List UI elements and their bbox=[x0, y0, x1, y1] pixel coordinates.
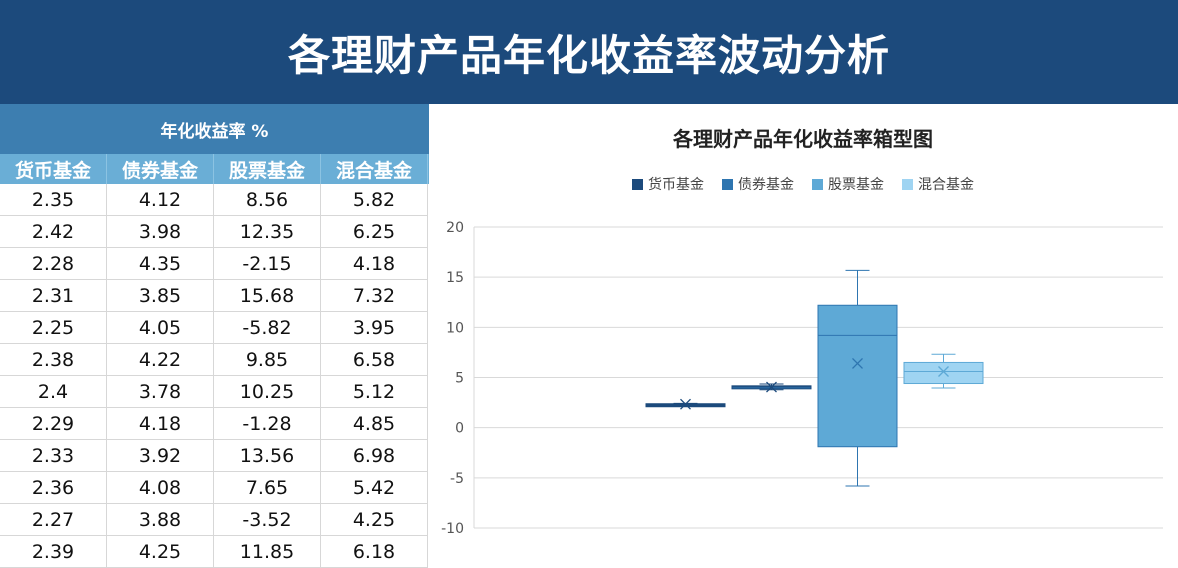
table-cell: -1.28 bbox=[214, 408, 321, 440]
data-table: 年化收益率 % 货币基金 债券基金 股票基金 混合基金 2.35 4.12 8.56… bbox=[0, 104, 429, 568]
y-tick-label: -5 bbox=[450, 471, 464, 487]
table-cell: 12.35 bbox=[214, 216, 321, 248]
column-header: 股票基金 bbox=[214, 154, 321, 184]
table-cell: 6.58 bbox=[321, 344, 428, 376]
legend-label: 股票基金 bbox=[828, 176, 884, 193]
column-header: 债券基金 bbox=[107, 154, 214, 184]
y-tick-label: -10 bbox=[441, 521, 464, 537]
legend-label: 混合基金 bbox=[918, 176, 974, 193]
table-cell: 3.95 bbox=[321, 312, 428, 344]
chart-panel: 各理财产品年化收益率箱型图货币基金 债券基金 股票基金 混合基金 -10 -5 0 5 10 15… bbox=[429, 104, 1178, 568]
table-cell: 2.4 bbox=[0, 376, 107, 408]
legend-swatch bbox=[902, 179, 913, 190]
table-row: 2.36 4.08 7.65 5.42 bbox=[0, 472, 429, 504]
table-header-row: 货币基金 债券基金 股票基金 混合基金 bbox=[0, 154, 429, 184]
table-row: 2.4 3.78 10.25 5.12 bbox=[0, 376, 429, 408]
table-cell: -5.82 bbox=[214, 312, 321, 344]
table-cell: 10.25 bbox=[214, 376, 321, 408]
mean-marker bbox=[680, 398, 691, 410]
table-cell: 6.18 bbox=[321, 536, 428, 568]
table-cell: 3.85 bbox=[107, 280, 214, 312]
table-cell: 4.08 bbox=[107, 472, 214, 504]
table-cell: 4.35 bbox=[107, 248, 214, 280]
table-cell: 3.88 bbox=[107, 504, 214, 536]
legend-swatch bbox=[632, 179, 643, 190]
table-cell: 2.35 bbox=[0, 184, 107, 216]
table-cell: 4.18 bbox=[107, 408, 214, 440]
table-cell: 2.31 bbox=[0, 280, 107, 312]
table-unit-header: 年化收益率 % bbox=[0, 104, 429, 154]
table-cell: 4.05 bbox=[107, 312, 214, 344]
table-cell: 2.42 bbox=[0, 216, 107, 248]
table-row: 2.39 4.25 11.85 6.18 bbox=[0, 536, 429, 568]
mean-marker bbox=[852, 357, 863, 369]
table-cell: 9.85 bbox=[214, 344, 321, 376]
y-tick-label: 20 bbox=[446, 220, 464, 236]
table-cell: 4.18 bbox=[321, 248, 428, 280]
y-tick-label: 15 bbox=[446, 270, 464, 286]
legend-label: 货币基金 bbox=[648, 176, 704, 193]
table-cell: 11.85 bbox=[214, 536, 321, 568]
mean-marker bbox=[938, 366, 949, 377]
table-cell: 7.65 bbox=[214, 472, 321, 504]
table-cell: 2.25 bbox=[0, 312, 107, 344]
box bbox=[903, 361, 984, 385]
table-cell: -2.15 bbox=[214, 248, 321, 280]
table-row: 2.35 4.12 8.56 5.82 bbox=[0, 184, 429, 216]
mean-marker bbox=[766, 381, 777, 393]
box bbox=[817, 304, 898, 448]
table-cell: 3.92 bbox=[107, 440, 214, 472]
legend-swatch bbox=[722, 179, 733, 190]
table-row: 2.25 4.05 -5.82 3.95 bbox=[0, 312, 429, 344]
table-cell: 2.27 bbox=[0, 504, 107, 536]
table-cell: 5.12 bbox=[321, 376, 428, 408]
y-tick-label: 0 bbox=[455, 421, 464, 437]
table-body: 2.35 4.12 8.56 5.82 2.42 3.98 12.35 6.25 2.28 4.3… bbox=[0, 184, 429, 568]
column-header: 货币基金 bbox=[0, 154, 107, 184]
table-cell: 2.33 bbox=[0, 440, 107, 472]
table-cell: 2.28 bbox=[0, 248, 107, 280]
y-tick-label: 5 bbox=[455, 371, 464, 387]
table-cell: 3.98 bbox=[107, 216, 214, 248]
table-cell: 6.98 bbox=[321, 440, 428, 472]
chart-title: 各理财产品年化收益率箱型图 bbox=[672, 127, 933, 151]
table-cell: 3.78 bbox=[107, 376, 214, 408]
table-cell: 2.29 bbox=[0, 408, 107, 440]
table-cell: 2.38 bbox=[0, 344, 107, 376]
table-cell: 4.85 bbox=[321, 408, 428, 440]
legend-swatch bbox=[812, 179, 823, 190]
table-cell: 2.39 bbox=[0, 536, 107, 568]
column-header: 混合基金 bbox=[321, 154, 428, 184]
table-cell: 13.56 bbox=[214, 440, 321, 472]
page-title: 各理财产品年化收益率波动分析 bbox=[0, 0, 1178, 104]
table-cell: 4.25 bbox=[107, 536, 214, 568]
table-cell: 8.56 bbox=[214, 184, 321, 216]
table-cell: 5.82 bbox=[321, 184, 428, 216]
table-row: 2.38 4.22 9.85 6.58 bbox=[0, 344, 429, 376]
table-row: 2.31 3.85 15.68 7.32 bbox=[0, 280, 429, 312]
table-cell: -3.52 bbox=[214, 504, 321, 536]
table-row: 2.27 3.88 -3.52 4.25 bbox=[0, 504, 429, 536]
table-cell: 4.22 bbox=[107, 344, 214, 376]
table-cell: 15.68 bbox=[214, 280, 321, 312]
table-row: 2.28 4.35 -2.15 4.18 bbox=[0, 248, 429, 280]
table-cell: 5.42 bbox=[321, 472, 428, 504]
table-row: 2.42 3.98 12.35 6.25 bbox=[0, 216, 429, 248]
table-row: 2.33 3.92 13.56 6.98 bbox=[0, 440, 429, 472]
table-cell: 2.36 bbox=[0, 472, 107, 504]
table-cell: 7.32 bbox=[321, 280, 428, 312]
table-cell: 4.25 bbox=[321, 504, 428, 536]
table-cell: 4.12 bbox=[107, 184, 214, 216]
legend-label: 债券基金 bbox=[738, 176, 794, 193]
table-cell: 6.25 bbox=[321, 216, 428, 248]
y-tick-label: 10 bbox=[446, 320, 464, 336]
table-row: 2.29 4.18 -1.28 4.85 bbox=[0, 408, 429, 440]
